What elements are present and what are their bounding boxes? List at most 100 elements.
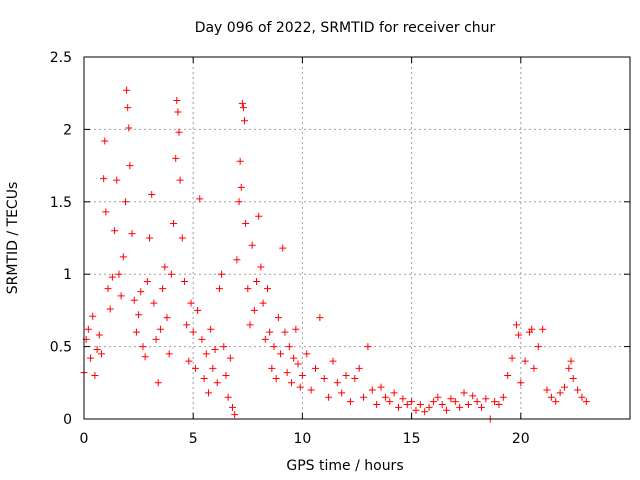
data-point bbox=[403, 401, 411, 409]
data-point bbox=[528, 325, 536, 333]
data-point bbox=[421, 408, 429, 416]
data-point bbox=[259, 299, 267, 307]
x-tick-label: 15 bbox=[403, 431, 421, 447]
data-point bbox=[412, 406, 420, 414]
data-point bbox=[174, 108, 182, 116]
data-point bbox=[117, 292, 125, 300]
data-point bbox=[224, 393, 232, 401]
data-point bbox=[499, 393, 507, 401]
data-point bbox=[517, 379, 525, 387]
data-point bbox=[312, 364, 320, 372]
data-point bbox=[237, 183, 245, 191]
x-tick-labels: 0 5 10 15 20 bbox=[80, 431, 530, 447]
data-point bbox=[294, 360, 302, 368]
data-point bbox=[242, 220, 250, 228]
data-point bbox=[320, 374, 328, 382]
data-point bbox=[143, 277, 151, 285]
data-point bbox=[87, 354, 95, 362]
data-point bbox=[154, 379, 162, 387]
data-point bbox=[128, 230, 136, 238]
data-point bbox=[451, 398, 459, 406]
data-point bbox=[125, 124, 133, 132]
data-point bbox=[244, 285, 252, 293]
data-point bbox=[368, 386, 376, 394]
data-point bbox=[477, 403, 485, 411]
data-point bbox=[146, 234, 154, 242]
data-point bbox=[196, 195, 204, 203]
data-point bbox=[447, 395, 455, 403]
data-point bbox=[84, 325, 92, 333]
data-point bbox=[425, 403, 433, 411]
data-point bbox=[386, 398, 394, 406]
data-point bbox=[198, 335, 206, 343]
data-point bbox=[552, 398, 560, 406]
data-point bbox=[238, 99, 246, 107]
data-point bbox=[200, 374, 208, 382]
data-point bbox=[202, 350, 210, 358]
data-point bbox=[119, 253, 127, 261]
data-point bbox=[338, 389, 346, 397]
data-point bbox=[274, 314, 282, 322]
data-point bbox=[209, 364, 217, 372]
data-point bbox=[239, 104, 247, 112]
data-point bbox=[95, 331, 103, 339]
data-point bbox=[97, 350, 105, 358]
x-tick-label: 10 bbox=[293, 431, 311, 447]
data-point bbox=[108, 273, 116, 281]
data-point bbox=[539, 325, 547, 333]
data-point bbox=[285, 343, 293, 351]
data-point bbox=[220, 343, 228, 351]
y-tick-labels: 0 0.5 1 1.5 2 2.5 bbox=[50, 50, 72, 428]
data-point bbox=[381, 393, 389, 401]
data-point bbox=[534, 343, 542, 351]
data-point bbox=[263, 285, 271, 293]
data-point bbox=[156, 325, 164, 333]
data-point bbox=[574, 386, 582, 394]
data-point bbox=[183, 321, 191, 329]
data-point bbox=[222, 372, 230, 380]
data-point bbox=[508, 354, 516, 362]
x-tick-label: 0 bbox=[80, 431, 89, 447]
chart-title: Day 096 of 2022, SRMTID for receiver chu… bbox=[195, 20, 496, 36]
data-point bbox=[270, 343, 278, 351]
data-point bbox=[279, 244, 287, 252]
data-point bbox=[102, 208, 110, 216]
data-point bbox=[283, 369, 291, 377]
data-point bbox=[159, 285, 167, 293]
data-point bbox=[248, 241, 256, 249]
y-tick-label: 1 bbox=[63, 267, 72, 283]
data-point bbox=[187, 299, 195, 307]
data-point bbox=[175, 128, 183, 136]
data-point bbox=[360, 393, 368, 401]
data-point bbox=[351, 374, 359, 382]
data-point bbox=[229, 403, 237, 411]
data-point bbox=[176, 176, 184, 184]
y-axis-title: SRMTID / TECUs bbox=[5, 182, 21, 295]
data-point bbox=[93, 345, 101, 353]
data-point bbox=[261, 335, 269, 343]
data-point bbox=[567, 357, 575, 365]
y-tick-label: 1.5 bbox=[50, 195, 72, 211]
data-point bbox=[373, 401, 381, 409]
data-point bbox=[556, 389, 564, 397]
data-point bbox=[277, 350, 285, 358]
data-point bbox=[281, 328, 289, 336]
plot-frame bbox=[83, 56, 631, 420]
data-point bbox=[233, 256, 241, 264]
data-point bbox=[139, 343, 147, 351]
data-point bbox=[167, 270, 175, 278]
data-point bbox=[150, 299, 158, 307]
data-point bbox=[346, 398, 354, 406]
data-point bbox=[434, 393, 442, 401]
data-point bbox=[325, 393, 333, 401]
data-point bbox=[185, 357, 193, 365]
data-point bbox=[101, 137, 109, 145]
data-point bbox=[135, 311, 143, 319]
data-point bbox=[204, 389, 212, 397]
data-point bbox=[469, 392, 477, 400]
data-point bbox=[191, 364, 199, 372]
data-point bbox=[211, 345, 219, 353]
data-point bbox=[170, 220, 178, 228]
data-point bbox=[104, 285, 112, 293]
